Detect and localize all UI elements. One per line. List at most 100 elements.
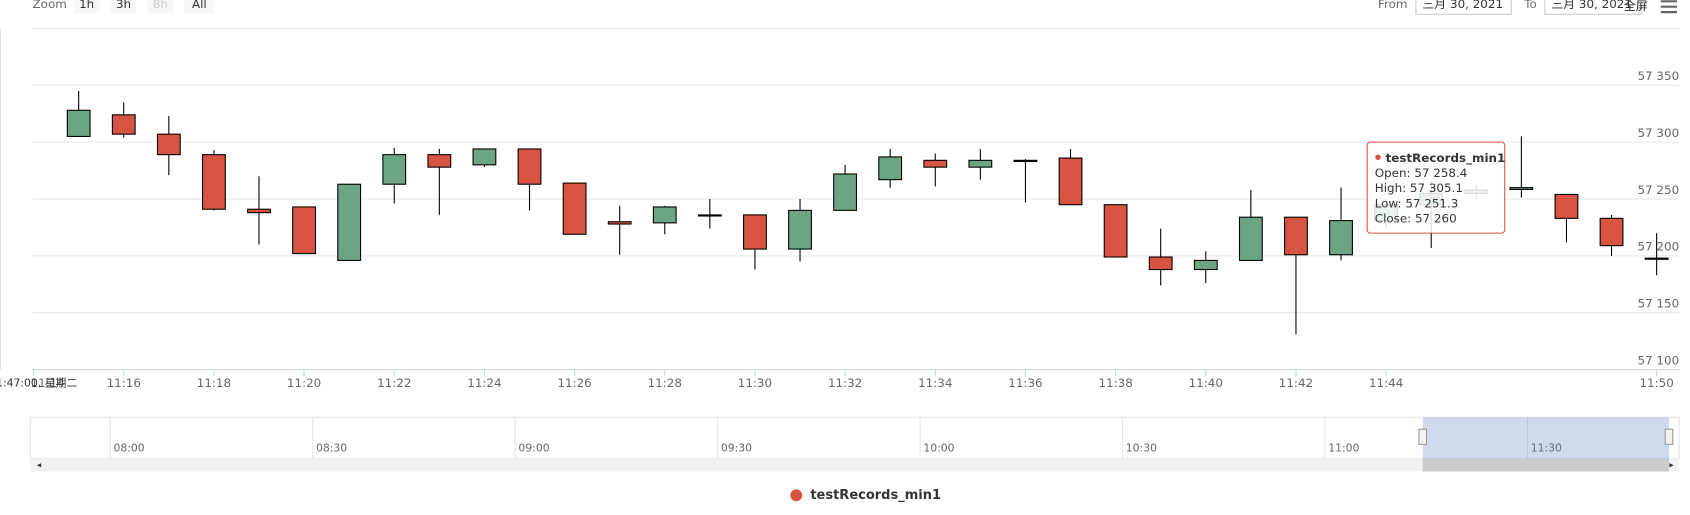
x-tick-label: 11:30 [738, 376, 772, 390]
candle-body [923, 159, 948, 168]
candle-body [1599, 217, 1624, 247]
x-tick-label: 11:18 [197, 376, 231, 390]
tooltip-title: testRecords_min1 [1386, 151, 1506, 166]
candle-body [1329, 220, 1353, 256]
x-tick-label: 11:26 [557, 376, 591, 390]
candle-body [1509, 187, 1534, 190]
zoom-button[interactable] [147, 0, 174, 14]
navigator-handle[interactable] [1664, 428, 1674, 445]
y-tick-label: 57 250 [1637, 183, 1679, 197]
x-tick-label: 11:20 [287, 376, 321, 390]
fullscreen-button[interactable]: 全屏 [1624, 0, 1648, 13]
navigator-tick-label: 09:30 [721, 442, 752, 455]
x-tick-label: 11:14 [31, 376, 65, 390]
zoom-button-label[interactable]: 3h [116, 0, 131, 11]
zoom-button-label[interactable]: All [192, 0, 207, 11]
legend-marker[interactable] [790, 489, 803, 502]
candle-body [247, 208, 271, 214]
navigator-tick-label: 10:30 [1126, 442, 1157, 455]
candle-body [337, 183, 362, 261]
candle-body [1554, 193, 1579, 219]
tooltip [1366, 141, 1506, 234]
x-tick-label: 11:42 [1279, 376, 1313, 390]
x-tick-label: 11:50 [1639, 376, 1673, 390]
candle-body [743, 214, 767, 250]
navigator-tick-label: 09:00 [518, 442, 549, 455]
scroll-right[interactable]: ▸ [1669, 460, 1674, 470]
to-date[interactable]: 三月 30, 2021 [1551, 0, 1632, 11]
from-input[interactable] [1415, 0, 1512, 15]
candle-body [156, 133, 181, 156]
candle-body [517, 148, 542, 185]
x-tick-label: 11:38 [1098, 376, 1132, 390]
x-tick-label: 11:40 [1189, 376, 1223, 390]
x-tick-label: 11:16 [107, 376, 141, 390]
zoom-button[interactable] [110, 0, 137, 14]
tooltip-line: Low: 57 251.3 [1375, 196, 1459, 210]
navigator-tick-label: 11:00 [1328, 442, 1359, 455]
tooltip-line: High: 57 305.1 [1375, 181, 1463, 195]
to-input[interactable] [1544, 0, 1642, 15]
tooltip-line: Close: 57 260 [1375, 212, 1457, 226]
candle-body [292, 206, 317, 255]
candle-body [66, 109, 91, 137]
y-tick-label: 57 100 [1637, 353, 1679, 367]
crosshair-label: 2021-03-30 11:47:00, 星期二 [0, 377, 77, 390]
tooltip-line: Open: 57 258.4 [1375, 166, 1468, 180]
x-tick-label: 11:34 [918, 376, 952, 390]
x-tick-label: 11:36 [1008, 376, 1042, 390]
x-tick-label: 11:24 [467, 376, 501, 390]
candle-body [1058, 157, 1083, 206]
tooltip-marker [1375, 154, 1381, 160]
y-tick-label: 57 150 [1637, 297, 1679, 311]
y-tick-label: 57 200 [1637, 240, 1679, 254]
candle-body [833, 173, 858, 211]
from-label: From [1378, 0, 1407, 11]
candle-body [878, 156, 903, 181]
candle-body [1013, 159, 1038, 163]
zoom-button-label[interactable]: 1h [79, 0, 94, 11]
from-date[interactable]: 三月 30, 2021 [1422, 0, 1503, 11]
navigator-tick-label: 08:00 [113, 442, 144, 455]
candle-body [562, 182, 587, 235]
candle-body [1148, 256, 1173, 271]
to-label: To [1523, 0, 1537, 11]
navigator-tick-label: 10:00 [923, 442, 954, 455]
zoom-button[interactable] [184, 0, 215, 14]
candle-body [1238, 216, 1263, 261]
navigator-tick-label: 11:30 [1531, 442, 1562, 455]
zoom-button[interactable] [73, 0, 100, 14]
candle-body [472, 148, 497, 166]
candle-body [1193, 259, 1218, 271]
legend-item[interactable]: testRecords_min1 [810, 488, 941, 503]
scrollbar-thumb[interactable] [1422, 458, 1670, 472]
x-tick-label: 11:44 [1369, 376, 1403, 390]
candle-body [202, 154, 226, 210]
navigator-selection[interactable] [1422, 417, 1670, 459]
x-tick-label: 11:32 [828, 376, 862, 390]
zoom-label: Zoom [32, 0, 66, 11]
candle-body [1103, 204, 1128, 258]
candle-body [968, 159, 993, 168]
menu-button[interactable] [1660, 0, 1677, 14]
x-tick-label: 11:28 [648, 376, 682, 390]
x-tick-label: 11:22 [377, 376, 411, 390]
navigator-tick-label: 08:30 [316, 442, 347, 455]
candle-body [1284, 216, 1308, 256]
scroll-left[interactable]: ◂ [37, 460, 42, 470]
candle-body [607, 221, 632, 225]
y-tick-label: 57 300 [1637, 126, 1679, 140]
candle-body [427, 154, 452, 168]
candle-body [1644, 257, 1669, 260]
scrollbar-track[interactable] [30, 458, 1680, 472]
candle-body [788, 209, 812, 250]
navigator-handle[interactable] [1418, 428, 1428, 445]
candle-body [382, 154, 407, 185]
candle-body [652, 206, 677, 224]
zoom-button-label[interactable]: 8h [153, 0, 168, 11]
candle-body [111, 114, 136, 135]
y-tick-label: 57 350 [1637, 69, 1679, 83]
navigator[interactable] [29, 416, 1680, 459]
candle-body [697, 214, 722, 217]
